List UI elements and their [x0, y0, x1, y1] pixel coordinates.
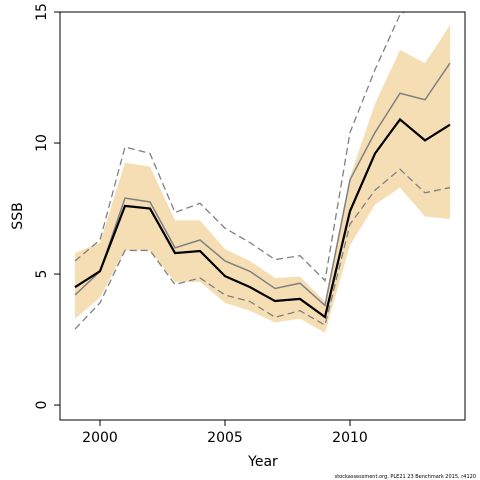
y-axis-label: SSB [10, 202, 26, 229]
plot-area [74, 12, 451, 334]
y-tick-label: 15 [34, 3, 50, 21]
series-line [74, 12, 406, 282]
footnote: stockassessment.org, PLE21 23 Benchmark … [335, 474, 476, 480]
series-line [74, 168, 451, 330]
confidence-band [75, 25, 450, 334]
series-line [74, 117, 451, 319]
y-tick-label: 10 [34, 134, 50, 152]
x-tick-label: 2010 [332, 430, 368, 446]
series-line [74, 62, 451, 307]
x-tick-label: 2005 [207, 430, 243, 446]
y-tick-label: 5 [34, 270, 50, 279]
x-tick-label: 2000 [82, 430, 118, 446]
x-axis-label: Year [247, 454, 278, 470]
plot-frame [59, 11, 466, 421]
y-tick-label: 0 [34, 401, 50, 410]
